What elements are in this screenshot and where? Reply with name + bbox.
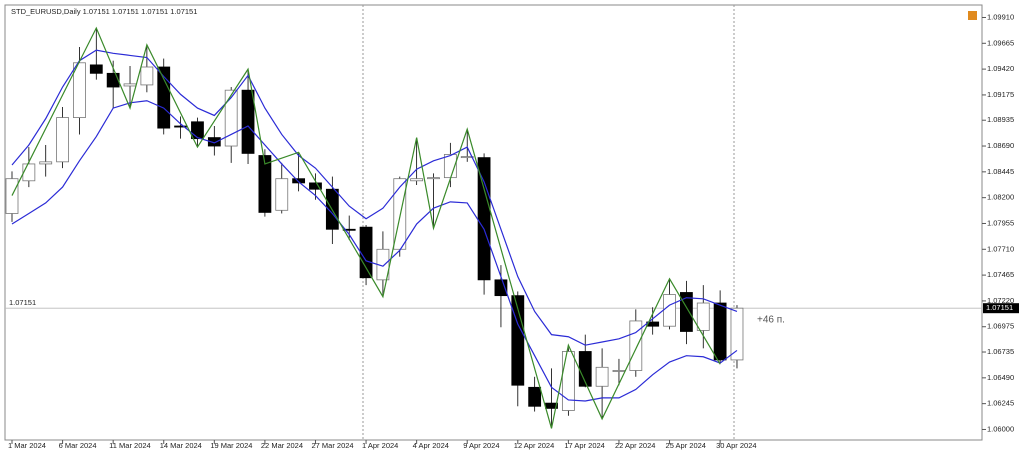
candle-body: [663, 294, 676, 327]
candle-body: [224, 89, 238, 147]
y-tick-label: 1.08690: [987, 141, 1014, 150]
candle-body: [207, 137, 221, 147]
candle-body: [106, 72, 120, 88]
y-tick-label: 1.06975: [987, 322, 1014, 331]
candle-body: [258, 155, 272, 213]
lower-band: [11, 100, 738, 402]
candle-body: [477, 157, 491, 281]
y-tick-label: 1.07710: [987, 244, 1014, 253]
y-tick-label: 1.07955: [987, 218, 1014, 227]
x-tick-label: 22 Mar 2024: [261, 441, 303, 450]
candle-body: [612, 370, 626, 372]
x-tick-label: 11 Mar 2024: [109, 441, 151, 450]
x-tick-label: 6 Mar 2024: [59, 441, 97, 450]
candle-body: [22, 163, 36, 182]
expert-icon: [968, 11, 977, 20]
y-tick-label: 1.08935: [987, 115, 1014, 124]
x-tick-label: 12 Apr 2024: [514, 441, 554, 450]
candle-body: [309, 182, 322, 190]
y-tick-label: 1.06735: [987, 347, 1014, 356]
y-tick-label: 1.06245: [987, 399, 1014, 408]
x-tick-label: 30 Apr 2024: [716, 441, 756, 450]
candle-body: [292, 178, 306, 184]
candle-body: [359, 226, 373, 279]
y-tick-label: 1.09665: [987, 38, 1014, 47]
y-tick-label: 1.09420: [987, 64, 1014, 73]
current-price-box: [983, 303, 1019, 314]
x-tick-label: 4 Apr 2024: [413, 441, 449, 450]
x-tick-label: 19 Mar 2024: [210, 441, 252, 450]
annotation: +46 п.: [757, 315, 785, 326]
x-tick-label: 27 Mar 2024: [311, 441, 353, 450]
candle-body: [595, 366, 609, 387]
candle-body: [140, 66, 154, 86]
candle-body: [123, 83, 137, 87]
zigzag-line: [11, 26, 721, 429]
y-tick-label: 1.06490: [987, 373, 1014, 382]
upper-band: [11, 49, 738, 346]
candle-body: [730, 307, 744, 361]
candle-body: [561, 351, 575, 411]
x-tick-label: 14 Mar 2024: [160, 441, 202, 450]
candle-body: [460, 156, 474, 159]
candle-body: [39, 161, 53, 165]
y-tick-label: 1.08200: [987, 193, 1014, 202]
x-tick-label: 22 Apr 2024: [615, 441, 655, 450]
candle-body: [191, 121, 204, 140]
y-tick-label: 1.09175: [987, 90, 1014, 99]
y-tick-label: 1.07465: [987, 270, 1014, 279]
current-price-label: 1.07151: [9, 298, 36, 307]
current-price-tag: 1.07151: [986, 303, 1013, 312]
y-tick-label: 1.09910: [987, 12, 1014, 21]
candle-body: [528, 386, 542, 407]
x-tick-label: 1 Mar 2024: [8, 441, 46, 450]
candle-body: [696, 302, 710, 331]
y-tick-label: 1.07220: [987, 296, 1014, 305]
x-tick-label: 9 Apr 2024: [463, 441, 499, 450]
candle-body: [5, 178, 19, 214]
chart-title: STD_EURUSD,Daily 1.07151 1.07151 1.07151…: [11, 7, 197, 16]
candle-body: [275, 178, 289, 211]
candle-body: [89, 64, 103, 74]
candle-body: [157, 66, 171, 129]
candle-body: [410, 178, 424, 182]
y-tick-label: 1.06000: [987, 424, 1014, 433]
candle-body: [713, 302, 727, 361]
candle-body: [174, 125, 188, 128]
candle-body: [241, 89, 255, 154]
candle-body: [56, 117, 69, 163]
x-tick-label: 1 Apr 2024: [362, 441, 398, 450]
candle-body: [427, 177, 440, 180]
x-tick-label: 17 Apr 2024: [564, 441, 604, 450]
x-tick-label: 25 Apr 2024: [666, 441, 706, 450]
y-tick-label: 1.08445: [987, 167, 1014, 176]
